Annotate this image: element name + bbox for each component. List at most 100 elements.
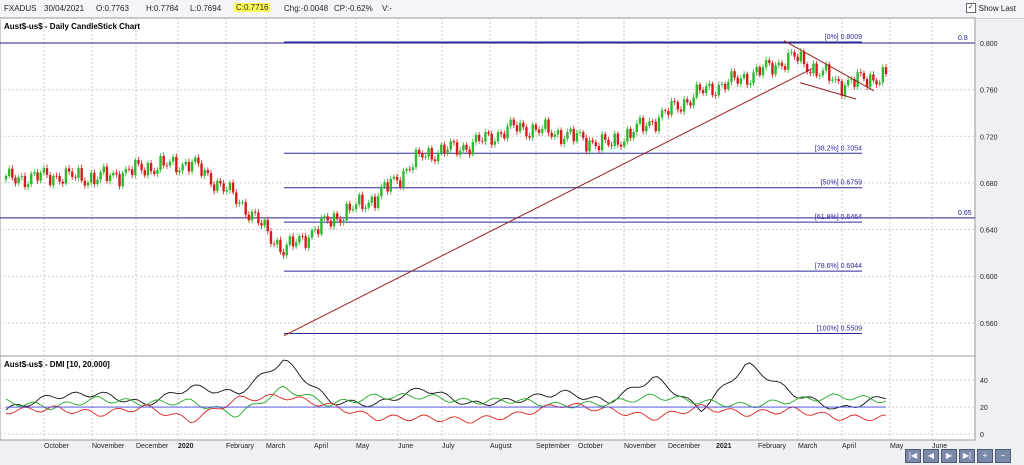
candle-body: [541, 128, 544, 133]
x-tick-label: February: [226, 443, 255, 450]
x-tick-label: February: [758, 443, 787, 450]
candle-body: [395, 176, 399, 181]
candle-body: [537, 129, 541, 133]
high-label: H:0.7784: [146, 4, 179, 13]
candle-body: [698, 84, 702, 91]
candle-body: [93, 172, 96, 184]
zoom-in-icon[interactable]: +: [977, 449, 993, 463]
candle-body: [216, 180, 219, 191]
candle-body: [317, 229, 320, 235]
candle-body: [348, 203, 351, 211]
candle-body: [153, 171, 156, 174]
scroll-prev-icon[interactable]: ◀: [923, 449, 939, 463]
scroll-next-icon[interactable]: ▶: [941, 449, 957, 463]
x-tick-label: May: [356, 443, 370, 450]
candle-body: [468, 149, 471, 155]
zoom-out-icon[interactable]: −: [995, 449, 1011, 463]
scroll-last-icon[interactable]: ▶|: [959, 449, 975, 463]
candle-body: [850, 79, 853, 80]
dmi-chart-title: Aust$-us$ - DMI [10, 20.000]: [4, 360, 110, 369]
candle-body: [723, 83, 727, 90]
candle-body: [566, 131, 569, 139]
wedge-lower-line: [799, 82, 857, 100]
candle-body: [736, 77, 739, 84]
candle-body: [17, 177, 20, 184]
candle-body: [304, 236, 307, 248]
candle-body: [793, 52, 796, 57]
scroll-first-icon[interactable]: |◀: [905, 449, 921, 463]
candle-body: [607, 139, 610, 146]
candle-body: [758, 67, 762, 76]
candle-body: [200, 163, 203, 176]
candle-body: [862, 73, 866, 80]
candle-body: [335, 213, 339, 220]
candle-body: [626, 128, 629, 142]
candle-body: [746, 73, 749, 85]
candle-body: [518, 122, 522, 132]
candle-body: [720, 83, 724, 85]
candle-body: [812, 63, 815, 74]
candle-body: [708, 83, 711, 87]
candle-body: [124, 168, 128, 174]
fib-level-label: [38.2%] 0.7054: [815, 145, 862, 152]
chart-scrollbar[interactable]: |◀ ◀ ▶ ▶| + −: [905, 449, 1023, 463]
reference-lines: 0.8 0.65 [0%] 0.8009 [38.2%] 0.7054 [50%] 0.…: [0, 34, 975, 334]
candle-body: [121, 173, 124, 187]
candle-body: [364, 207, 367, 209]
candle-body: [310, 230, 314, 238]
candle-body: [853, 79, 856, 87]
candle-body: [23, 176, 27, 188]
candle-body: [361, 194, 364, 209]
candle-body: [405, 169, 408, 171]
candle-body: [869, 74, 872, 87]
candle-body: [427, 148, 430, 157]
candle-body: [370, 196, 374, 203]
candle-body: [641, 117, 645, 132]
candle-body: [168, 161, 172, 166]
candles: [4, 48, 888, 259]
candle-body: [42, 168, 46, 173]
y-tick-label: 0.680: [980, 181, 998, 188]
candle-body: [818, 75, 821, 77]
candle-body: [550, 132, 553, 137]
candle-body: [777, 62, 780, 66]
candle-body: [102, 166, 105, 173]
candle-body: [112, 172, 115, 176]
candle-body: [522, 122, 525, 128]
candle-body: [96, 179, 99, 184]
symbol-label: FXADUS: [4, 4, 37, 13]
candle-body: [528, 136, 531, 138]
candle-body: [771, 63, 774, 75]
candle-body: [339, 219, 342, 223]
candle-body: [424, 156, 427, 158]
candle-body: [244, 202, 247, 215]
candle-body: [553, 134, 557, 137]
candle-body: [474, 134, 478, 143]
candle-body: [660, 110, 664, 118]
candle-body: [36, 172, 39, 181]
candle-body: [632, 132, 635, 138]
candle-body: [83, 180, 87, 186]
y-tick-label: 0.640: [980, 228, 998, 235]
show-last-toggle[interactable]: ✓ Show Last: [965, 3, 1016, 13]
candle-body: [20, 176, 23, 178]
y-tick-label: 0.720: [980, 134, 998, 141]
candle-body: [11, 168, 14, 178]
x-tick-label: October: [44, 443, 70, 450]
candle-body: [58, 175, 61, 182]
checkbox-icon[interactable]: ✓: [965, 3, 976, 13]
candle-body: [247, 214, 251, 221]
candle-body: [749, 83, 752, 85]
wedge-upper-line: [783, 40, 875, 92]
dmi-y-tick-label: 20: [980, 405, 988, 412]
candle-body: [714, 95, 717, 96]
candle-body: [228, 182, 232, 191]
candle-body: [108, 175, 112, 181]
candle-body: [692, 97, 695, 106]
axes: October November December 2020 February March…: [44, 41, 998, 450]
candle-body: [235, 192, 238, 204]
candle-body: [272, 243, 276, 245]
candle-body: [531, 124, 534, 138]
dmi-series-line: [5, 393, 887, 424]
